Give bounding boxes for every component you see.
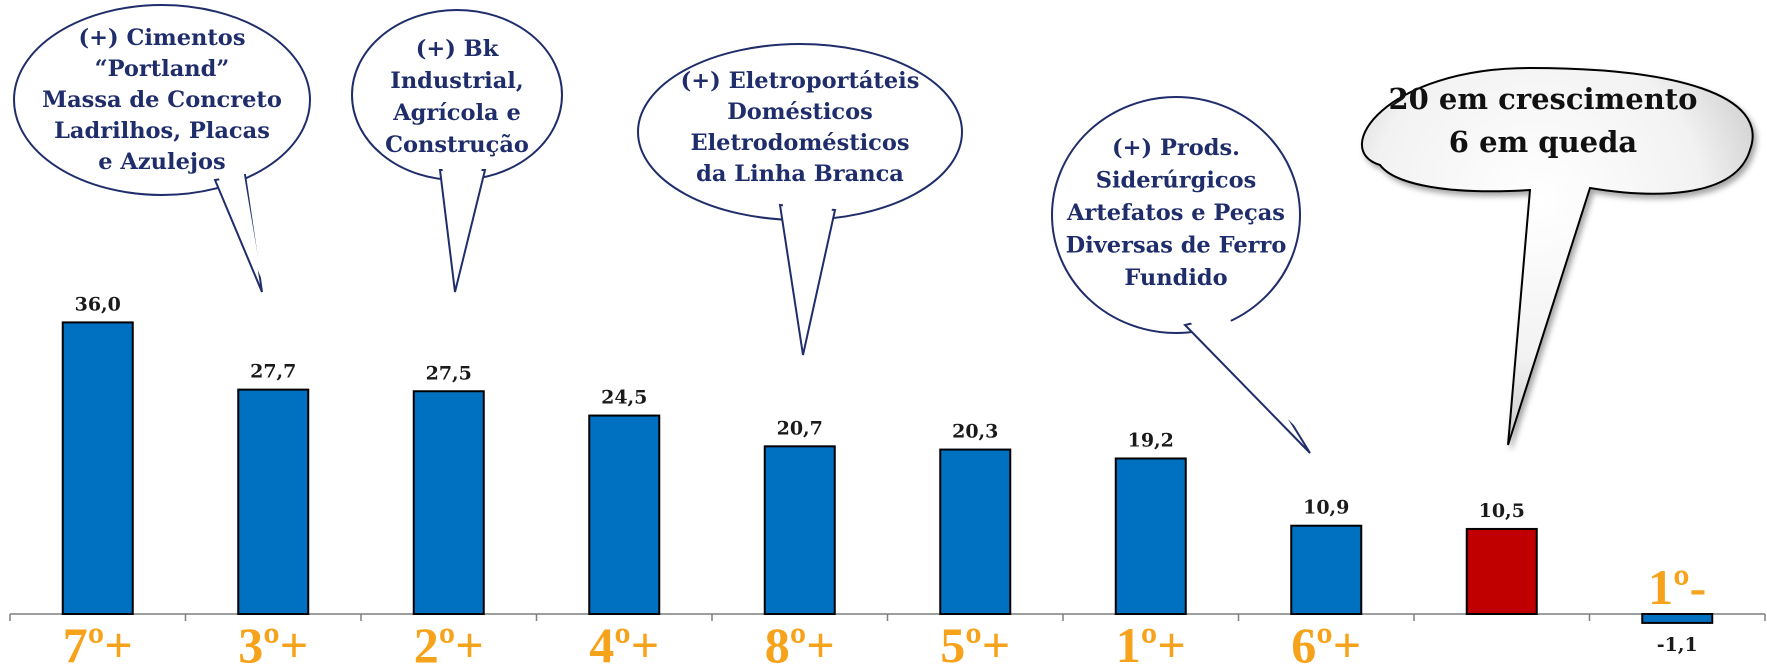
callout-line: Fundido [1124,265,1227,291]
summary-line-1: 20 em crescimento [1388,82,1697,116]
value-label: 27,7 [250,361,296,383]
category-label: 5º+ [940,617,1010,665]
summary-bubble-shape [1361,66,1754,446]
callout-bubble-shape [13,4,311,196]
bar [1290,524,1363,616]
bar [1465,527,1538,616]
value-label: 10,9 [1303,497,1349,519]
callout-bubble: (+) Cimentos “Portland” Massa de Concreto L… [13,4,311,293]
callout-line: (+) Bk [416,36,499,62]
callout-tail-fill [217,169,262,280]
bar [61,321,134,615]
callout-tail [1183,313,1311,454]
callout-line: Artefatos e Peças [1066,200,1285,226]
callout-line: da Linha Branca [696,161,904,187]
callout-line: “Portland” [95,56,230,82]
callout-bubble: (+) Eletroportáteis Domésticos Eletrodomés… [637,43,963,356]
value-labels: 36,0 27,7 27,5 24,5 20,7 20,3 19,2 10,9 10,5 -1,1 [75,293,1698,656]
value-label: 20,7 [777,417,823,439]
value-label: 24,5 [601,387,647,409]
category-label: 1º- [1648,559,1706,615]
category-label: 8º+ [765,617,835,665]
callouts: (+) Cimentos “Portland” Massa de Concreto L… [13,4,1311,454]
bar [1114,457,1187,616]
bar [763,445,836,615]
callout-bubble-shape [1051,96,1301,334]
bar [939,448,1012,615]
summary-line-2: 6 em queda [1449,125,1638,159]
callout-line: Siderúrgicos [1096,168,1257,194]
value-label: -1,1 [1657,634,1698,656]
category-label: 2º+ [414,617,484,665]
bar [588,414,661,615]
value-label: 10,5 [1479,500,1525,522]
callout-line: (+) Cimentos [79,25,246,51]
summary-callout: 20 em crescimento 6 em queda [1361,66,1754,446]
callout-line: Eletrodomésticos [690,130,909,156]
bar [1641,613,1714,624]
callout-tail-fill [782,199,833,343]
category-label: 6º+ [1291,617,1361,665]
category-label: 4º+ [589,617,659,665]
category-label: 3º+ [238,617,308,665]
callout-line: Construção [385,132,529,158]
bars [61,321,1714,624]
callout-line: Ladrilhos, Placas [54,118,270,144]
category-label: 1º+ [1116,617,1186,665]
callout-line: e Azulejos [98,149,225,175]
value-label: 19,2 [1128,429,1174,451]
callout-line: (+) Prods. [1112,135,1240,161]
category-labels: 7º+ 3º+ 2º+ 4º+ 8º+ 5º+ 1º+ 6º+ 1º- [63,559,1707,665]
category-label: 7º+ [63,617,133,665]
callout-line: Industrial, [390,68,523,94]
callout-tail-fill [1187,309,1310,441]
bar [237,388,310,615]
callout-line: Massa de Concreto [42,87,282,113]
callout-line: Domésticos [727,99,873,125]
callout-line: Agrícola e [392,100,521,126]
value-label: 36,0 [75,293,121,315]
callout-bubble: (+) Prods. Siderúrgicos Artefatos e Peças D… [1051,96,1311,454]
value-label: 27,5 [426,362,472,384]
bar [412,390,485,615]
callout-line: (+) Eletroportáteis [681,68,920,94]
callout-bubble: (+) Bk Industrial, Agrícola e Construção [351,9,563,293]
callout-line: Diversas de Ferro [1066,233,1287,259]
callout-tail-fill [442,164,483,280]
value-label: 20,3 [952,421,998,443]
